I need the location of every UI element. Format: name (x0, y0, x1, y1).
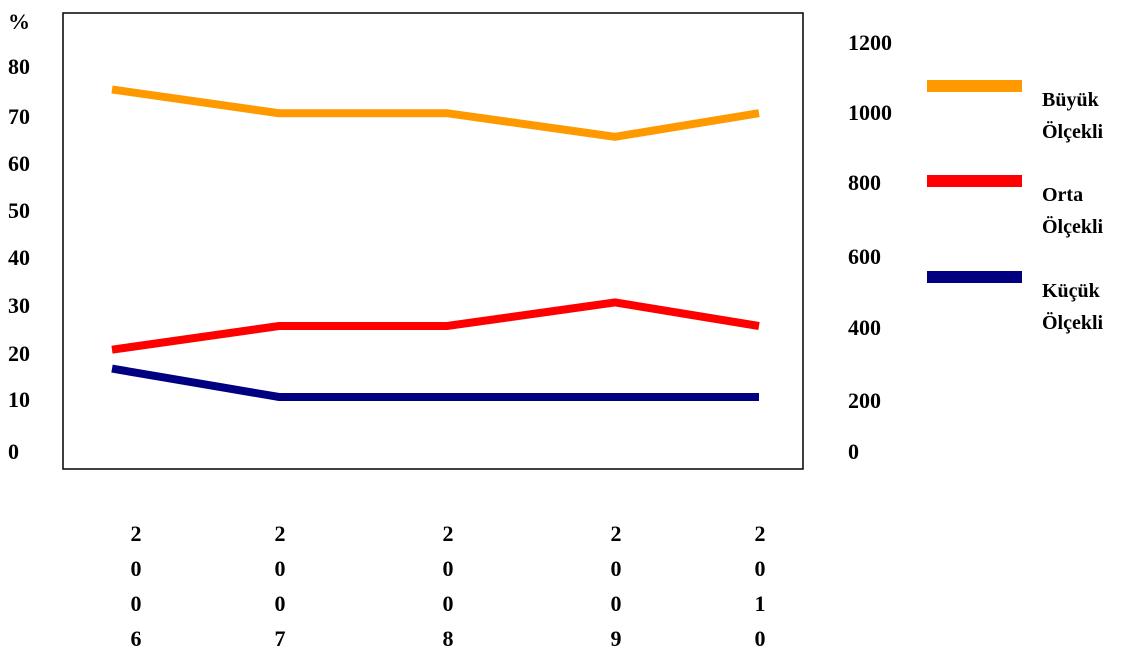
series-line-1 (111, 85, 760, 141)
x-tick-label: 8 (443, 626, 454, 651)
x-tick-label: 0 (755, 626, 766, 651)
x-tick-label: 0 (611, 556, 622, 581)
legend-label: Ölçekli (1042, 120, 1104, 143)
legend-swatch (927, 80, 1022, 92)
legend-label: Büyük (1042, 89, 1100, 111)
y-left-tick-label: 80 (8, 54, 30, 79)
y-left-tick-label: 20 (8, 341, 30, 366)
y-right-tick-label: 1000 (848, 100, 892, 125)
series-line-3 (111, 364, 759, 401)
y-right-tick-label: 0 (848, 439, 859, 464)
y-left-tick-label: 0 (8, 439, 19, 464)
y-right-tick-label: 200 (848, 388, 881, 413)
x-tick-label: 0 (611, 591, 622, 616)
y-right-tick-label: 800 (848, 170, 881, 195)
y-right-tick-label: 600 (848, 244, 881, 269)
x-tick-label: 2 (443, 521, 454, 546)
x-tick-label: 0 (131, 556, 142, 581)
legend-label: Ölçekli (1042, 215, 1104, 238)
x-tick-label: 2 (611, 521, 622, 546)
x-tick-label: 0 (443, 591, 454, 616)
y-left-tick-label: 70 (8, 104, 30, 129)
y-left-tick-label: 10 (8, 387, 30, 412)
x-tick-label: 0 (275, 591, 286, 616)
legend-swatch (927, 175, 1022, 187)
series-line-2 (111, 298, 760, 354)
legend-swatch (927, 271, 1022, 283)
y-left-tick-label: 60 (8, 151, 30, 176)
x-tick-label: 0 (755, 556, 766, 581)
x-tick-label: 9 (611, 626, 622, 651)
y-left-tick-label: 30 (8, 293, 30, 318)
x-tick-label: 2 (755, 521, 766, 546)
x-tick-label: 1 (755, 591, 766, 616)
y-right-tick-label: 400 (848, 315, 881, 340)
x-tick-label: 0 (275, 556, 286, 581)
legend-label: Ölçekli (1042, 311, 1104, 334)
left-axis-label: % (8, 9, 30, 34)
plot-area (62, 12, 804, 470)
x-tick-label: 7 (275, 626, 286, 651)
legend-label: Küçük (1042, 280, 1101, 302)
y-left-tick-label: 40 (8, 245, 30, 270)
x-tick-label: 0 (131, 591, 142, 616)
legend-label: Orta (1042, 184, 1083, 206)
x-tick-label: 0 (443, 556, 454, 581)
y-right-tick-label: 1200 (848, 30, 892, 55)
x-tick-label: 2 (275, 521, 286, 546)
x-tick-label: 6 (131, 626, 142, 651)
x-tick-label: 2 (131, 521, 142, 546)
y-left-tick-label: 50 (8, 198, 30, 223)
